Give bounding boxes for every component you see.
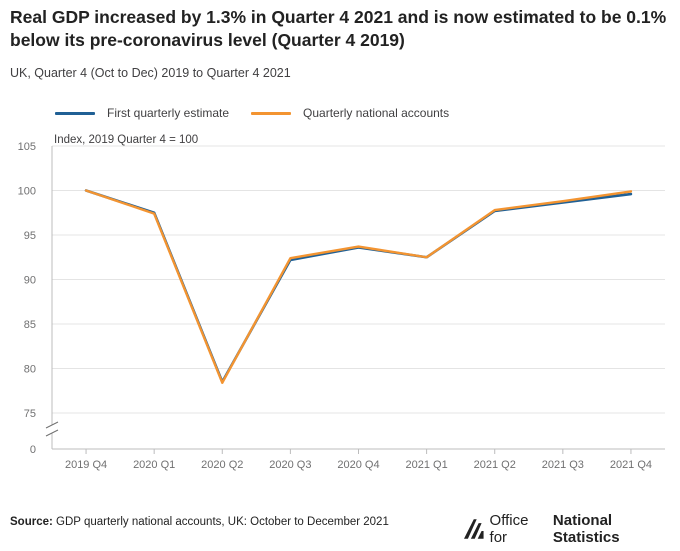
axis-break-mark-bottom <box>45 429 59 437</box>
series-line-0 <box>84 189 633 384</box>
source-label: Source: <box>10 516 53 528</box>
source-note: Source: GDP quarterly national accounts,… <box>10 516 389 528</box>
ons-logo-icon <box>464 519 484 539</box>
x-tick-label-1: 2020 Q1 <box>133 459 175 471</box>
source-text: GDP quarterly national accounts, UK: Oct… <box>56 516 389 528</box>
y-tick-label-105: 105 <box>18 141 36 153</box>
x-tick-label-0: 2019 Q4 <box>65 459 107 471</box>
legend-swatch-national-accounts <box>251 111 292 115</box>
legend-label-first-estimate: First quarterly estimate <box>107 106 230 120</box>
y-tick-label-85: 85 <box>24 319 36 331</box>
series-line-1 <box>84 189 633 384</box>
x-tick-label-7: 2021 Q3 <box>542 459 584 471</box>
x-tick-label-5: 2021 Q1 <box>406 459 448 471</box>
legend: First quarterly estimate Quarterly natio… <box>55 106 471 120</box>
x-tick-label-4: 2020 Q4 <box>337 459 379 471</box>
y-tick-label-100: 100 <box>18 186 36 198</box>
x-tick-label-6: 2021 Q2 <box>474 459 516 471</box>
y-tick-label-0: 0 <box>30 444 36 456</box>
y-axis-label: Index, 2019 Quarter 4 = 100 <box>54 134 198 146</box>
chart-title: Real GDP increased by 1.3% in Quarter 4 … <box>10 7 667 50</box>
legend-item-first-estimate: First quarterly estimate <box>55 106 229 120</box>
logo-text-bold: National Statistics <box>552 512 620 546</box>
x-tick-label-8: 2021 Q4 <box>610 459 652 471</box>
y-tick-label-95: 95 <box>24 230 36 242</box>
legend-item-national-accounts: Quarterly national accounts <box>251 106 449 120</box>
legend-label-national-accounts: Quarterly national accounts <box>303 106 450 120</box>
axis-break-gap <box>46 425 58 433</box>
x-tick-label-3: 2020 Q3 <box>269 459 311 471</box>
axis-break-mark-top <box>45 421 59 429</box>
ons-logo: Office for National Statistics <box>464 512 680 546</box>
logo-text-prefix: Office for <box>489 512 529 546</box>
y-tick-label-75: 75 <box>24 408 36 420</box>
y-tick-label-80: 80 <box>24 364 36 376</box>
line-chart: 105 100 95 90 85 80 75 0 Index, 2019 Quarter 4 =… <box>18 134 665 471</box>
y-tick-label-90: 90 <box>24 275 36 287</box>
chart-subtitle: UK, Quarter 4 (Oct to Dec) 2019 to Quart… <box>10 66 291 80</box>
x-tick-label-2: 2020 Q2 <box>201 459 243 471</box>
legend-swatch-first-estimate <box>55 111 95 115</box>
